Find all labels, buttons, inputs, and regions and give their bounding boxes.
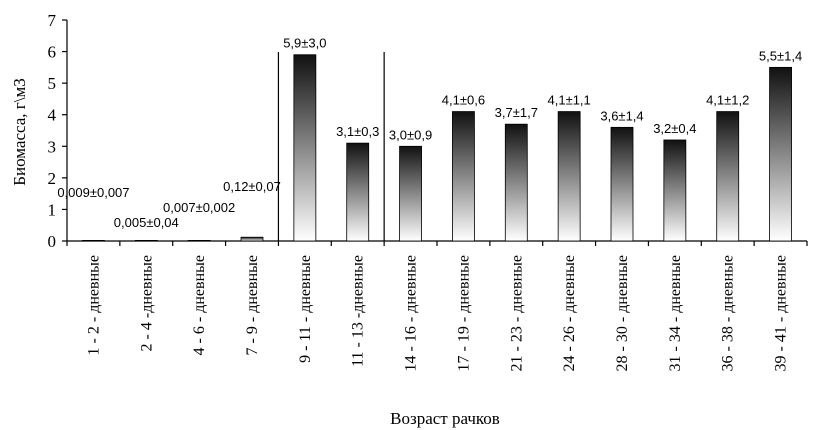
bar <box>187 239 211 242</box>
data-label: 4,1±1,2 <box>706 93 749 108</box>
y-tick-label: 3 <box>48 137 57 156</box>
x-category-label: 39 - 41 - дневные <box>773 255 790 371</box>
x-axis-title: Возраст рачков <box>390 409 500 428</box>
data-label: 0,12±0,07 <box>223 179 281 194</box>
y-tick-label: 6 <box>48 43 57 62</box>
bar <box>504 123 528 242</box>
y-tick-label: 1 <box>48 200 57 219</box>
data-label: 0,007±0,002 <box>163 200 235 215</box>
x-category-label: 2 - 4 -дневные <box>138 255 155 351</box>
y-tick-label: 7 <box>48 11 57 30</box>
x-category-label: 21 - 23 - дневные <box>508 255 525 371</box>
y-tick-label: 0 <box>48 232 57 251</box>
data-label: 0,005±0,04 <box>114 215 179 230</box>
y-tick-label: 4 <box>48 106 57 125</box>
x-category-label: 9 - 11 - дневные <box>297 255 314 363</box>
data-label: 4,1±0,6 <box>442 93 485 108</box>
data-label: 3,2±0,4 <box>653 121 696 136</box>
data-label: 5,5±1,4 <box>759 48 802 63</box>
bar <box>557 111 581 242</box>
data-label: 3,6±1,4 <box>600 108 643 123</box>
data-label: 5,9±3,0 <box>283 36 326 51</box>
y-tick-label: 2 <box>48 169 57 188</box>
x-category-label: 31 - 34 - дневные <box>667 255 684 371</box>
data-label: 3,7±1,7 <box>495 105 538 120</box>
x-category-label: 4 - 6 - дневные <box>191 255 208 355</box>
bar <box>82 239 105 242</box>
bar <box>452 111 475 242</box>
y-axis-title: Биомасса, г\м3 <box>10 78 29 186</box>
data-label: 0,009±0,007 <box>57 185 129 200</box>
bar <box>769 66 792 242</box>
x-category-label: 24 - 26 - дневные <box>561 255 578 371</box>
data-label: 3,1±0,3 <box>336 124 379 139</box>
plot-area: 0 1 2 3 4 5 6 7 0,009±0,007 1 - 2 - дневные 0,005±… <box>48 11 808 371</box>
x-category-label: 1 - 2 - дневные <box>85 255 102 355</box>
bar <box>346 142 370 242</box>
x-category-label: 28 - 30 - дневные <box>614 255 631 371</box>
bar <box>240 236 264 242</box>
x-category-label: 7 - 9 - дневные <box>244 255 261 355</box>
data-label: 3,0±0,9 <box>389 127 432 142</box>
x-category-label: 11 - 13 -дневные <box>350 255 367 367</box>
data-label: 4,1±1,1 <box>548 93 591 108</box>
y-tick-label: 5 <box>48 74 57 93</box>
bar <box>716 111 740 242</box>
bar <box>134 239 158 242</box>
bar <box>663 139 687 242</box>
bar <box>610 126 634 242</box>
x-category-label: 17 - 19 - дневные <box>455 255 472 371</box>
bar <box>399 145 422 242</box>
bar <box>293 54 317 242</box>
x-category-label: 14 - 16 - дневные <box>403 255 420 371</box>
x-category-label: 36 - 38 - дневные <box>720 255 737 371</box>
